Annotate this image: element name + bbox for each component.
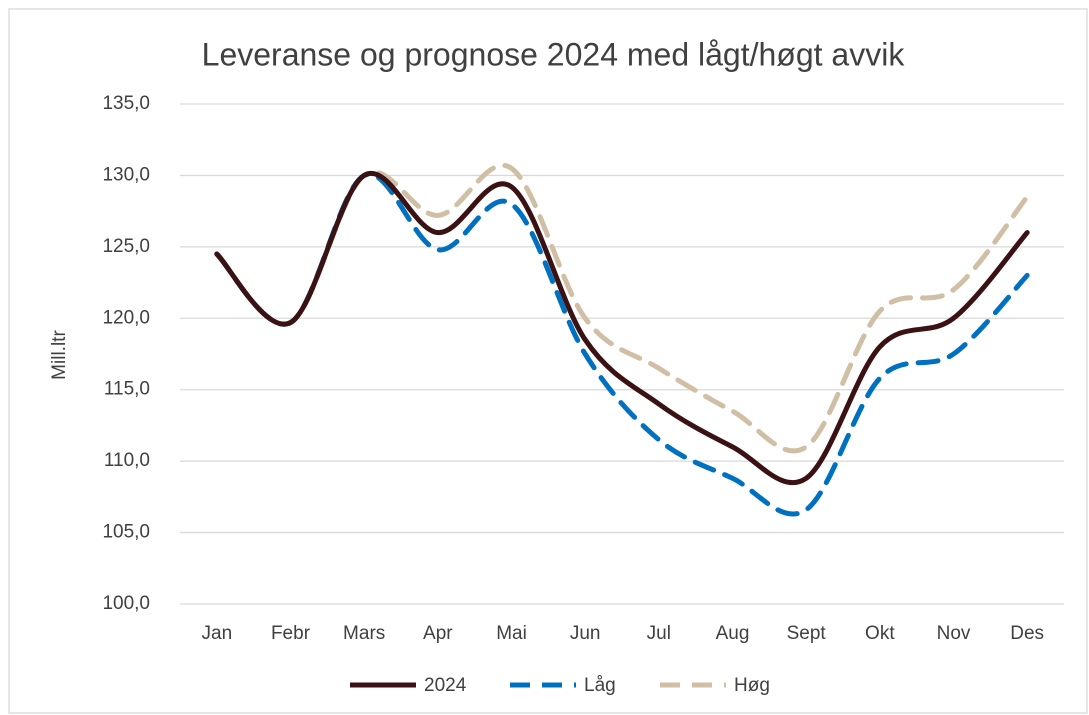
- x-tick-label: Okt: [865, 623, 895, 644]
- y-tick-label: 135,0: [102, 93, 150, 114]
- y-tick-label: 100,0: [102, 593, 150, 614]
- x-tick-label: Des: [1010, 623, 1044, 644]
- y-tick-label: 110,0: [104, 450, 150, 471]
- x-tick-label: Apr: [423, 623, 453, 644]
- legend-label: Høg: [734, 675, 770, 696]
- y-tick-label: 125,0: [102, 236, 150, 257]
- chart-title: Leveranse og prognose 2024 med lågt/høgt…: [202, 36, 906, 72]
- x-tick-label: Sept: [787, 623, 827, 644]
- legend-label: 2024: [424, 675, 467, 696]
- y-tick-label: 120,0: [102, 307, 150, 328]
- y-tick-label: 115,0: [104, 379, 150, 400]
- x-tick-label: Aug: [716, 623, 750, 644]
- series-line: [214, 170, 1030, 486]
- x-tick-label: Jan: [202, 623, 233, 644]
- legend-label: Låg: [584, 675, 616, 696]
- x-tick-label: Nov: [937, 623, 971, 644]
- x-tick-label: Jul: [647, 623, 671, 644]
- x-tick-label: Jun: [570, 623, 601, 644]
- y-axis-label: Mill.ltr: [49, 330, 70, 380]
- y-tick-label: 130,0: [102, 164, 150, 185]
- x-tick-label: Mai: [496, 623, 527, 644]
- x-tick-label: Mars: [343, 623, 385, 644]
- y-tick-label: 105,0: [102, 522, 150, 543]
- chart-border: [8, 8, 1088, 714]
- x-tick-label: Febr: [271, 623, 311, 644]
